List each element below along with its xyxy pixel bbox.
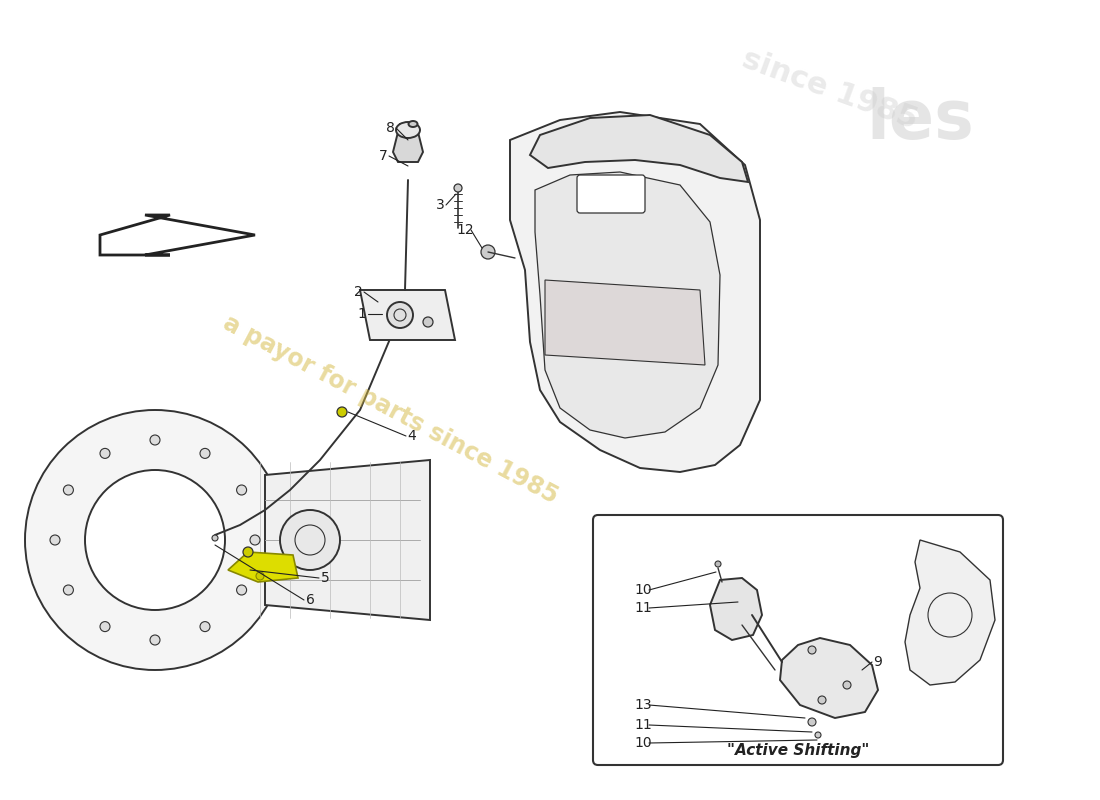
Circle shape: [818, 696, 826, 704]
Circle shape: [85, 470, 226, 610]
FancyBboxPatch shape: [578, 175, 645, 213]
Text: 10: 10: [635, 736, 652, 750]
Circle shape: [337, 407, 346, 417]
Polygon shape: [530, 115, 748, 182]
Text: 2: 2: [353, 285, 362, 299]
Circle shape: [100, 448, 110, 458]
Polygon shape: [100, 215, 255, 255]
Circle shape: [424, 317, 433, 327]
Circle shape: [25, 410, 285, 670]
Polygon shape: [510, 112, 760, 472]
Circle shape: [243, 547, 253, 557]
Ellipse shape: [408, 121, 418, 127]
Circle shape: [50, 535, 60, 545]
FancyBboxPatch shape: [593, 515, 1003, 765]
Circle shape: [236, 585, 246, 595]
Text: a payor for parts since 1985: a payor for parts since 1985: [219, 311, 561, 509]
Circle shape: [815, 732, 821, 738]
Text: 12: 12: [456, 223, 474, 237]
Circle shape: [150, 635, 160, 645]
Polygon shape: [535, 172, 720, 438]
Circle shape: [212, 535, 218, 541]
Text: "Active Shifting": "Active Shifting": [727, 743, 869, 758]
Text: 7: 7: [378, 149, 387, 163]
Circle shape: [808, 646, 816, 654]
Polygon shape: [393, 124, 424, 162]
Circle shape: [200, 448, 210, 458]
Text: 1: 1: [358, 307, 366, 321]
Polygon shape: [905, 540, 996, 685]
Circle shape: [64, 585, 74, 595]
Polygon shape: [544, 280, 705, 365]
Circle shape: [808, 718, 816, 726]
Text: 11: 11: [634, 718, 652, 732]
Text: 13: 13: [635, 698, 652, 712]
Polygon shape: [710, 578, 762, 640]
Text: 9: 9: [873, 655, 882, 669]
Text: 3: 3: [436, 198, 444, 212]
Text: les: les: [866, 87, 974, 153]
Circle shape: [100, 622, 110, 632]
Circle shape: [280, 510, 340, 570]
Circle shape: [387, 302, 412, 328]
Circle shape: [150, 435, 160, 445]
Circle shape: [200, 622, 210, 632]
Text: since 1985: since 1985: [738, 45, 922, 135]
Circle shape: [250, 535, 260, 545]
Circle shape: [715, 561, 720, 567]
Ellipse shape: [396, 122, 420, 138]
Polygon shape: [780, 638, 878, 718]
Text: 10: 10: [635, 583, 652, 597]
Circle shape: [64, 485, 74, 495]
Circle shape: [236, 485, 246, 495]
Circle shape: [454, 184, 462, 192]
Polygon shape: [360, 290, 455, 340]
Text: 8: 8: [386, 121, 395, 135]
Text: 4: 4: [408, 429, 417, 443]
Circle shape: [843, 681, 851, 689]
Polygon shape: [228, 552, 298, 582]
Polygon shape: [265, 460, 430, 620]
Text: 6: 6: [306, 593, 315, 607]
Text: 5: 5: [320, 571, 329, 585]
Circle shape: [256, 572, 264, 580]
Text: 11: 11: [634, 601, 652, 615]
Circle shape: [481, 245, 495, 259]
